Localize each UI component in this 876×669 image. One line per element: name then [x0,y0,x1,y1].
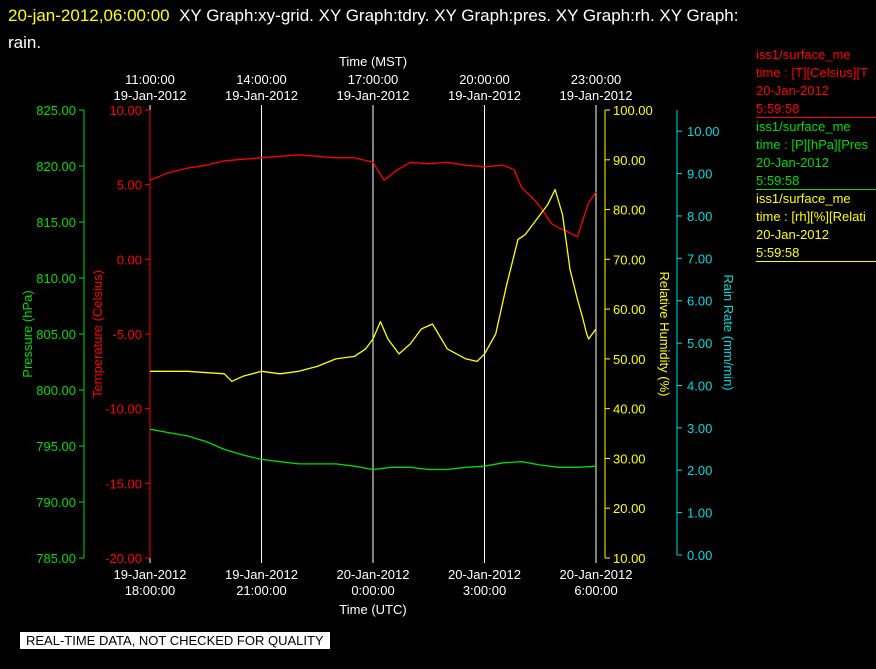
x-bottom-tick-date: 20-Jan-2012 [337,567,410,582]
x-top-tick-date: 19-Jan-2012 [337,88,410,103]
x-top-tick-time: 20:00:00 [459,72,510,87]
x-bottom-tick-date: 20-Jan-2012 [448,567,521,582]
temperature-series-line [149,154,597,238]
legend-rule [756,117,876,118]
humidity-tick-label: 70.00 [613,252,646,267]
pressure-tick-label: 820.00 [36,159,76,174]
legend-series-name: iss1/surface_me [756,191,851,206]
rain-tick-label: 1.00 [687,506,712,521]
temperature-tick-label: -20.00 [105,551,142,566]
rain-tick-label: 6.00 [687,294,712,309]
x-bottom-axis-label: Time (UTC) [339,602,406,617]
x-top-tick-time: 14:00:00 [236,72,287,87]
legend-series-date: 20-Jan-2012 [756,155,829,170]
temperature-tick-label: 10.00 [109,103,142,118]
timestamp-label: 20-jan-2012,06:00:00 [8,6,170,25]
x-bottom-tick-date: 19-Jan-2012 [114,567,187,582]
x-bottom-tick-time: 18:00:00 [125,583,176,598]
axes: 19-Jan-201218:00:0011:00:0019-Jan-201219… [20,54,736,617]
humidity-tick-label: 20.00 [613,501,646,516]
humidity-tick-label: 30.00 [613,451,646,466]
graph-title-bar: 20-jan-2012,06:00:00 XY Graph:xy-grid. X… [8,2,858,56]
legend-entry-humidity: iss1/surface_me time : [rh][%][Relati 20… [756,190,876,262]
pressure-tick-label: 785.00 [36,551,76,566]
humidity-tick-label: 40.00 [613,402,646,417]
legend-series-name: iss1/surface_me [756,119,851,134]
quality-warning-note: REAL-TIME DATA, NOT CHECKED FOR QUALITY [20,632,330,649]
x-bottom-tick-time: 3:00:00 [463,583,506,598]
pressure-tick-label: 810.00 [36,271,76,286]
humidity-tick-label: 100.00 [613,103,653,118]
legend-series-variable: time : [rh][%][Relati [756,209,866,224]
legend-series-name: iss1/surface_me [756,47,851,62]
humidity-tick-label: 60.00 [613,302,646,317]
legend-series-time: 5:59:58 [756,173,800,188]
x-bottom-tick-date: 20-Jan-2012 [560,567,633,582]
legend-rule [756,261,876,262]
x-top-tick-date: 19-Jan-2012 [560,88,633,103]
humidity-tick-label: 50.00 [613,352,646,367]
rain-tick-label: 3.00 [687,421,712,436]
legend-series-time: 5:59:58 [756,245,800,260]
rain-tick-label: 9.00 [687,167,712,182]
x-bottom-tick-date: 19-Jan-2012 [225,567,298,582]
rain-tick-label: 8.00 [687,209,712,224]
legend-series-variable: time : [P][hPa][Pres [756,137,868,152]
legend-series-time: 5:59:58 [756,101,800,116]
pressure-tick-label: 800.00 [36,383,76,398]
x-bottom-tick-time: 0:00:00 [351,583,394,598]
x-top-axis-label: Time (MST) [339,54,407,69]
pressure-tick-label: 825.00 [36,103,76,118]
legend: iss1/surface_me time : [T][Celsius][T 20… [756,46,876,262]
x-top-tick-time: 11:00:00 [125,72,175,87]
pressure-tick-label: 795.00 [36,439,76,454]
pressure-axis-label: Pressure (hPa) [20,290,35,377]
rain-tick-label: 10.00 [687,124,720,139]
rain-tick-label: 2.00 [687,463,712,478]
x-top-tick-date: 19-Jan-2012 [448,88,521,103]
x-top-tick-date: 19-Jan-2012 [114,88,187,103]
legend-series-variable: time : [T][Celsius][T [756,65,868,80]
legend-series-date: 20-Jan-2012 [756,227,829,242]
x-bottom-tick-time: 21:00:00 [236,583,287,598]
x-bottom-tick-time: 6:00:00 [574,583,617,598]
rain-tick-label: 5.00 [687,336,712,351]
temperature-tick-label: 0.00 [117,252,142,267]
x-top-tick-time: 17:00:00 [348,72,399,87]
humidity-tick-label: 80.00 [613,203,646,218]
temperature-tick-label: -5.00 [112,327,142,342]
series-lines [149,154,597,471]
temperature-axis-label: Temperature (Celsius) [90,270,105,398]
humidity-axis-label: Relative Humidity (%) [657,272,672,397]
legend-entry-temperature: iss1/surface_me time : [T][Celsius][T 20… [756,46,876,118]
graph-list-label-wrap: rain. [8,33,42,52]
x-top-tick-date: 19-Jan-2012 [225,88,298,103]
temperature-tick-label: -10.00 [105,402,142,417]
rain-tick-label: 7.00 [687,251,712,266]
rain-axis-label: Rain Rate (mm/min) [721,274,736,390]
rain-tick-label: 4.00 [687,378,712,393]
legend-rule [756,189,876,190]
legend-series-date: 20-Jan-2012 [756,83,829,98]
humidity-tick-label: 90.00 [613,153,646,168]
humidity-series-line [150,188,597,382]
pressure-tick-label: 815.00 [36,215,76,230]
graph-list-label: XY Graph:xy-grid. XY Graph:tdry. XY Grap… [179,6,739,25]
vertical-grid [149,110,597,558]
x-top-tick-time: 23:00:00 [571,72,622,87]
temperature-tick-label: 5.00 [117,178,142,193]
legend-entry-pressure: iss1/surface_me time : [P][hPa][Pres 20-… [756,118,876,190]
humidity-tick-label: 10.00 [613,551,646,566]
rain-tick-label: 0.00 [687,548,712,563]
pressure-tick-label: 805.00 [36,327,76,342]
temperature-tick-label: -15.00 [105,476,142,491]
pressure-series-line [149,428,597,471]
pressure-tick-label: 790.00 [36,495,76,510]
